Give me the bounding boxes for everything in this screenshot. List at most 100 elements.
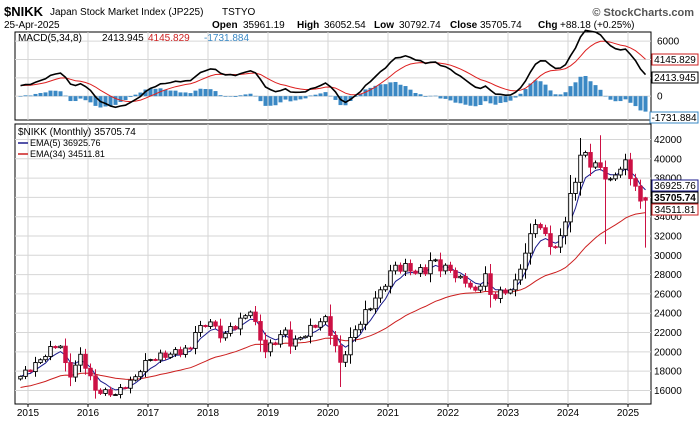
candle-body xyxy=(68,362,73,378)
macd-histogram-bar xyxy=(538,81,543,97)
candle-body xyxy=(238,317,243,330)
candle-body xyxy=(208,321,213,327)
macd-histogram-bar xyxy=(368,87,373,97)
candle-body xyxy=(638,185,643,202)
candle-body xyxy=(318,321,323,328)
candle-body xyxy=(583,152,588,156)
macd-histogram-bar xyxy=(248,93,253,97)
candle-body xyxy=(73,364,78,378)
macd-histogram-bar xyxy=(393,81,398,97)
price-y-tick: 30000 xyxy=(654,251,682,262)
macd-histogram-bar xyxy=(563,92,568,97)
candle-body xyxy=(483,273,488,287)
macd-panel[interactable]: MACD(5,34,8) 2413.945 4145.829 -1731.884… xyxy=(14,29,699,124)
macd-histogram-bar xyxy=(363,89,368,97)
candle-body xyxy=(103,389,108,394)
macd-histogram-bar xyxy=(23,95,28,97)
candle-body xyxy=(183,347,188,355)
macd-histogram-bar xyxy=(118,96,123,102)
macd-histogram-bar xyxy=(523,88,528,97)
macd-histogram-bar xyxy=(358,93,363,97)
macd-histogram-bar xyxy=(378,84,383,97)
macd-histogram-bar xyxy=(628,96,633,103)
candle-body xyxy=(363,309,368,325)
macd-histogram-bar xyxy=(588,81,593,97)
macd-histogram-bar xyxy=(493,96,498,105)
price-y-tick: 20000 xyxy=(654,347,682,358)
macd-histogram-bar xyxy=(203,89,208,97)
candle-body xyxy=(498,289,503,299)
macd-histogram-bar xyxy=(533,80,538,97)
candle-body xyxy=(328,316,333,336)
ema5-tag-box xyxy=(651,179,699,192)
candle-body xyxy=(173,349,178,355)
price-y-axis: 4200040000380003600034000320003000028000… xyxy=(654,135,682,397)
candle-body xyxy=(438,259,443,272)
candle-body xyxy=(213,321,218,327)
macd-histogram-bar xyxy=(83,96,88,101)
candle-body xyxy=(458,275,463,279)
macd-histogram-bar xyxy=(243,94,248,97)
ema5-tag: 36925.76 xyxy=(654,181,696,192)
candle-body xyxy=(38,359,43,364)
macd-histogram-bar xyxy=(338,96,343,106)
macd-hist-value: -1731.884 xyxy=(204,33,249,44)
candle-body xyxy=(588,152,593,168)
candle-body xyxy=(188,347,193,350)
candle-body xyxy=(123,387,128,390)
macd-histogram-bar xyxy=(193,90,198,97)
x-tick-label: 2016 xyxy=(77,408,100,419)
ema34-tag-box xyxy=(651,203,699,216)
candle-body xyxy=(253,311,258,322)
macd-histogram-bar xyxy=(58,91,63,97)
candle-body xyxy=(83,353,88,369)
candle-body xyxy=(463,275,468,284)
x-tick-label: 2018 xyxy=(197,408,220,419)
candle-body xyxy=(63,345,68,364)
macd-histogram-bar xyxy=(343,96,348,106)
price-y-tick: 24000 xyxy=(654,309,682,320)
price-y-tick: 26000 xyxy=(654,289,682,300)
x-tick-label: 2019 xyxy=(257,408,280,419)
open-value: 35961.19 xyxy=(243,20,285,31)
price-y-tick: 38000 xyxy=(654,174,682,185)
candle-body xyxy=(543,227,548,235)
candle-body xyxy=(388,270,393,287)
price-tags: 36925.76 35705.74 34511.81 xyxy=(651,179,699,216)
price-y-tick: 40000 xyxy=(654,154,682,165)
candle-body xyxy=(568,193,573,223)
candle-body xyxy=(383,285,388,291)
candle-body xyxy=(398,264,403,272)
macd-histogram-bar xyxy=(543,84,548,97)
macd-histogram-bar xyxy=(528,83,533,97)
candle-body xyxy=(178,349,183,355)
macd-y-tick: 6000 xyxy=(657,37,680,48)
x-tick-label: 2021 xyxy=(377,408,400,419)
macd-histogram-bar xyxy=(73,96,78,102)
x-tick-label: 2020 xyxy=(317,408,340,419)
macd-histogram-bar xyxy=(228,96,233,97)
macd-line-tag: 2413.945 xyxy=(654,73,696,84)
candle-body xyxy=(198,324,203,333)
macd-histogram-bar xyxy=(418,94,423,97)
candle-body xyxy=(563,221,568,237)
candle-body xyxy=(373,297,378,310)
candle-body xyxy=(278,334,283,345)
candle-body xyxy=(533,224,538,235)
macd-histogram-bar xyxy=(408,89,413,97)
macd-histogram-bar xyxy=(293,96,298,101)
candle-body xyxy=(333,335,338,347)
macd-histogram-bar xyxy=(603,95,608,97)
price-frame xyxy=(14,123,652,405)
price-panel[interactable]: $NIKK (Monthly) 35705.74 EMA(5) 36925.76… xyxy=(14,123,699,405)
macd-histogram-bar xyxy=(483,96,488,102)
date: 25-Apr-2025 xyxy=(4,20,60,31)
price-legend: $NIKK (Monthly) 35705.74 EMA(5) 36925.76… xyxy=(18,127,136,159)
price-y-tick: 22000 xyxy=(654,328,682,339)
x-tick-label: 2017 xyxy=(137,408,160,419)
candle-body xyxy=(623,159,628,170)
candle-body xyxy=(523,252,528,270)
candle-body xyxy=(78,353,83,366)
macd-histogram-bar xyxy=(643,96,648,112)
